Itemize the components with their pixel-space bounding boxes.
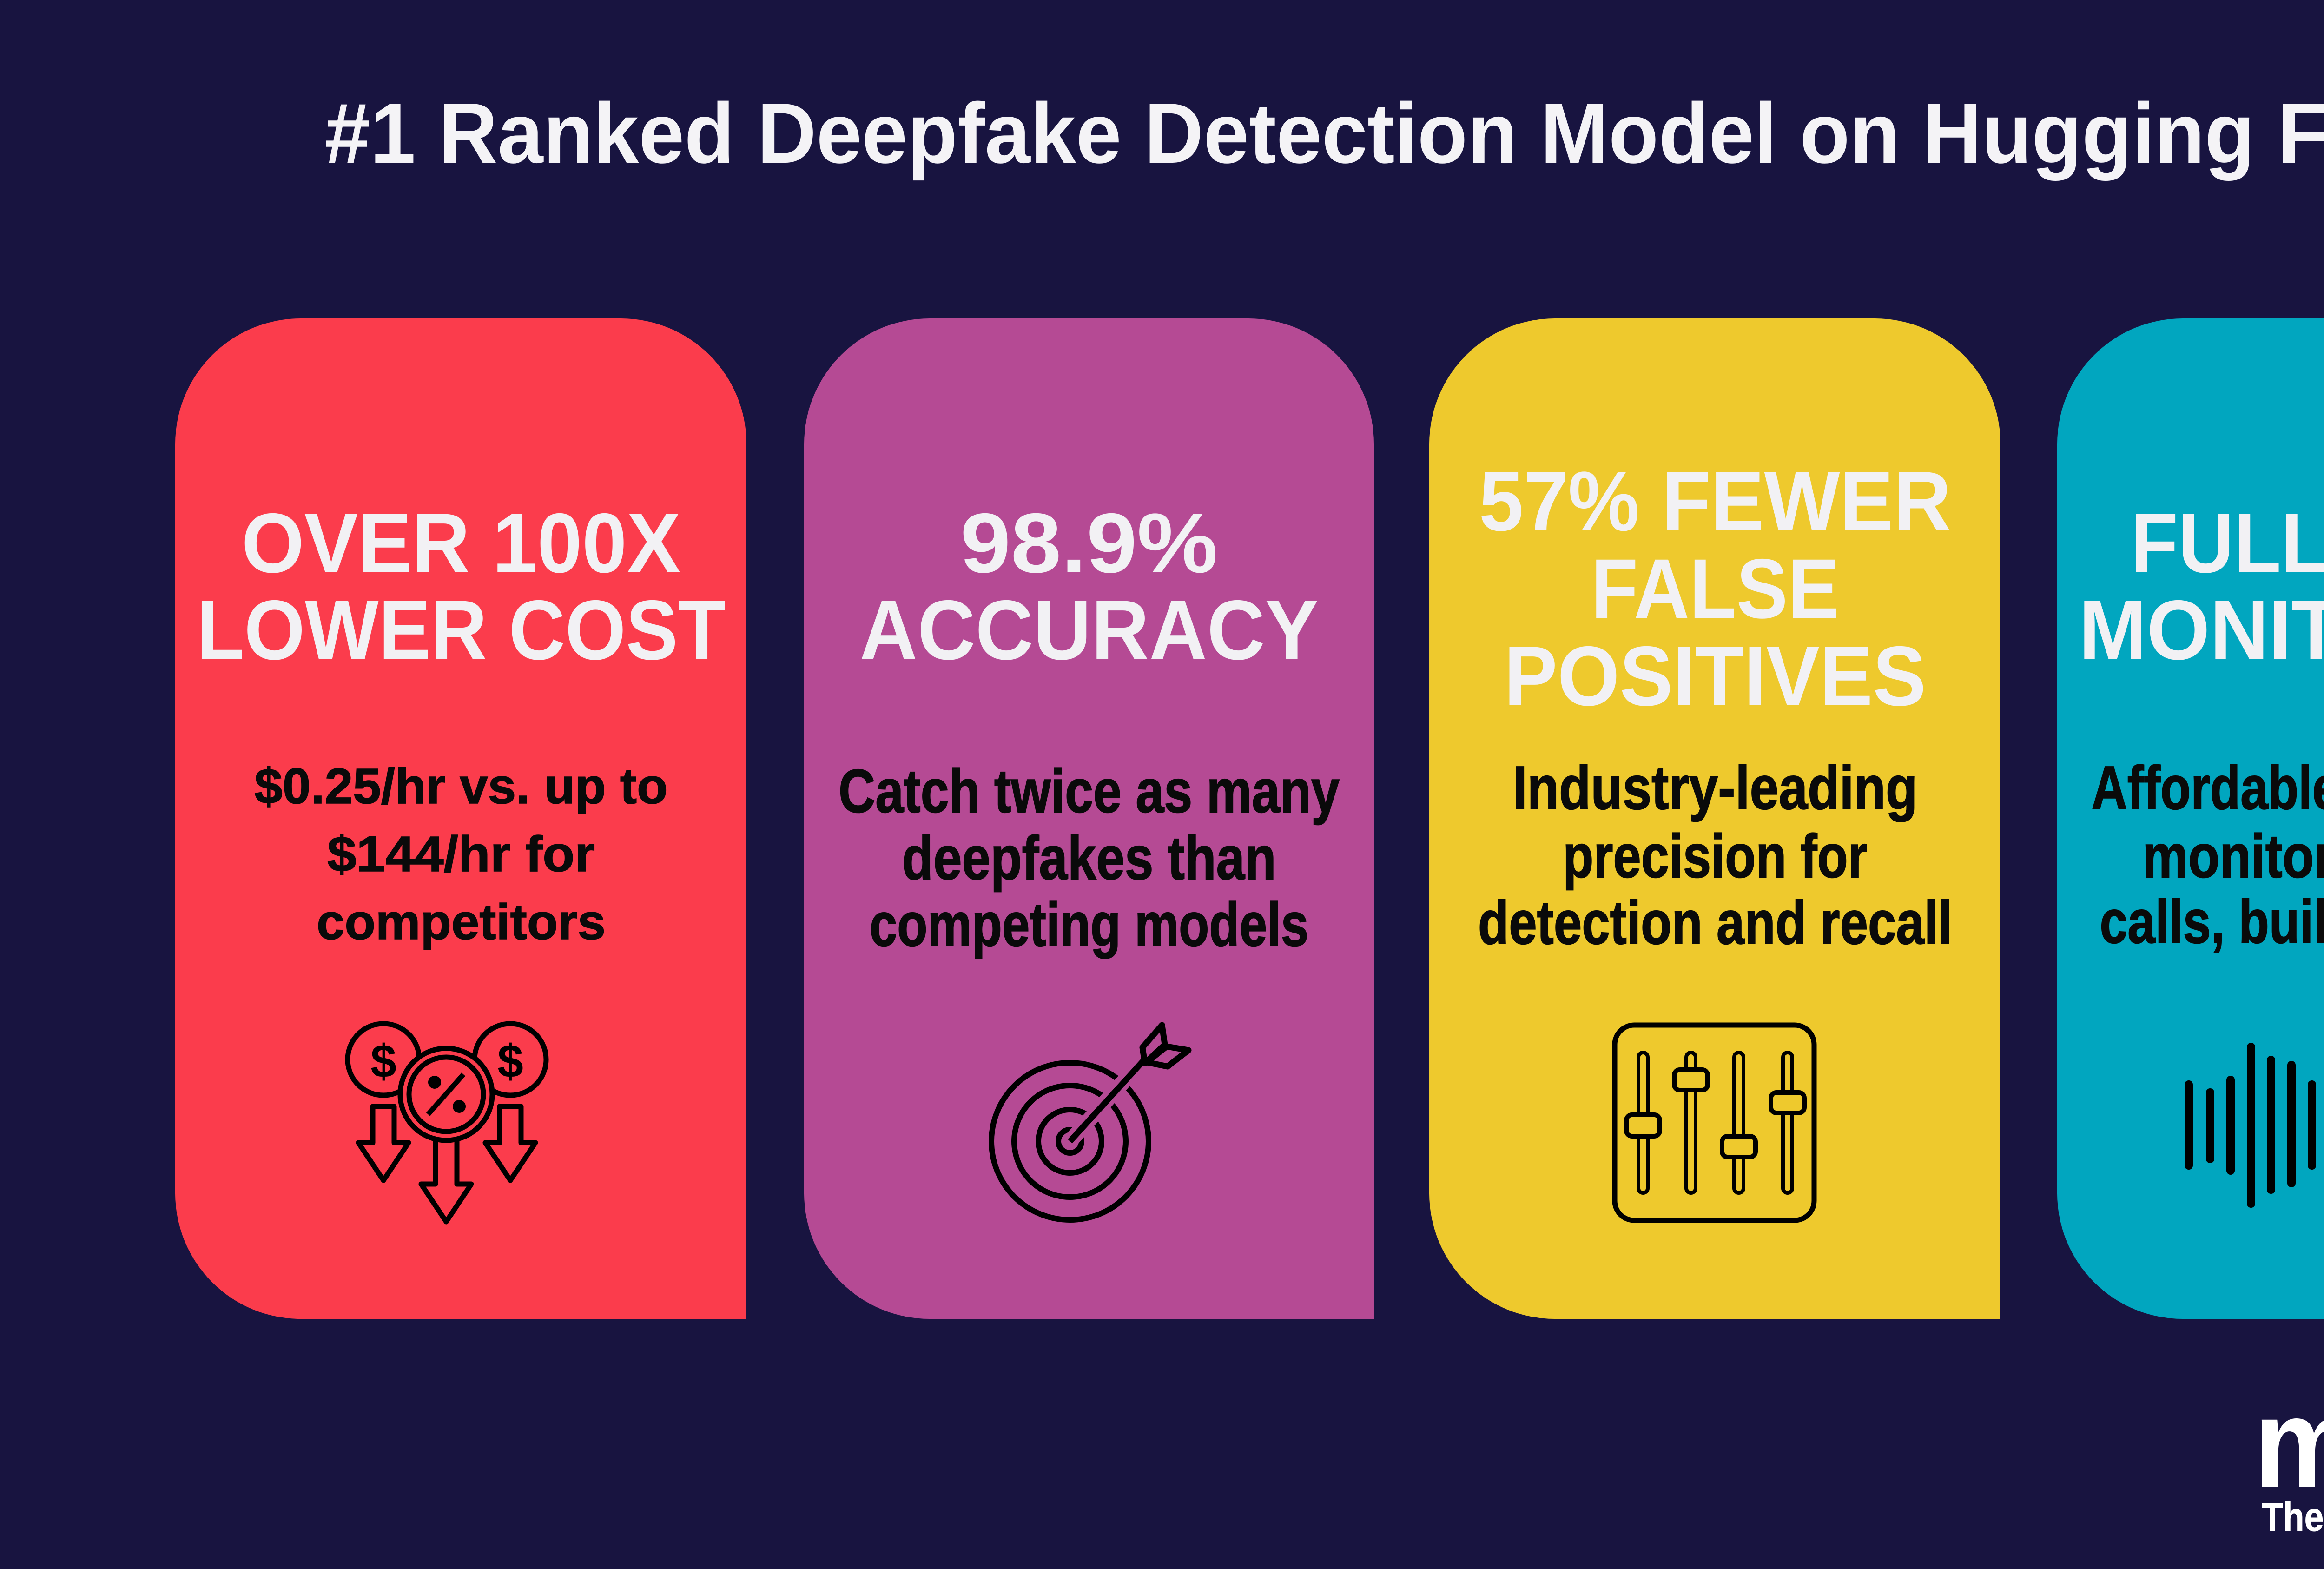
svg-text:$: $ — [497, 1035, 523, 1087]
svg-text:$: $ — [370, 1035, 396, 1087]
